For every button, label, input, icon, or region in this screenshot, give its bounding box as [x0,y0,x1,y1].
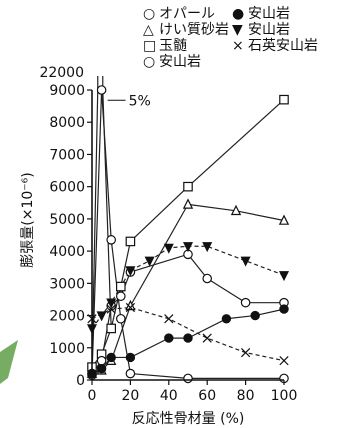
y-axis-title: 膨張量(×10⁻⁶) [19,172,36,267]
legend-label: けい質砂岩 [159,22,229,38]
legend-label: 安山岩 [248,22,290,38]
legend-label: 石英安山岩 [248,37,318,54]
data-point [163,243,174,254]
legend-item: ○ オパール [143,6,215,22]
y-tick-label: 3000 [49,276,85,292]
data-point [221,314,232,324]
data-point [250,310,260,321]
y-tick-label: 6000 [49,180,85,196]
data-point [164,314,174,324]
data-point [240,256,251,267]
grid-area [91,76,285,379]
legend-item: □ 玉髄 [143,38,187,54]
y-tick-label: 1000 [49,341,85,357]
data-point-stroke [240,347,251,358]
data-point [106,304,116,314]
data-point [116,291,126,302]
peak-annotation: 5% [129,93,151,109]
legend-item: ▼ 安山岩 [232,22,290,38]
legend-symbol: × [232,38,244,54]
legend-symbol: ▼ [232,22,243,38]
data-point [125,352,136,363]
data-point [182,198,194,209]
data-point [106,298,117,309]
legend-item: △ けい質砂岩 [143,22,229,38]
legend-symbol: ○ [143,6,155,22]
data-point [240,297,251,308]
axis-break-label: 22000 [39,65,84,81]
x-tick-label: 20 [121,388,139,404]
data-point [182,242,194,253]
legend-label: 安山岩 [248,6,290,22]
y-tick-label: 4000 [49,244,85,260]
decorative-green-arrow [0,340,18,384]
legend-label: 安山岩 [159,54,201,70]
data-point [116,313,126,324]
y-tick-label: 5000 [49,212,85,228]
legend: ○ オパール ● 安山岩△ けい質砂岩 ▼ 安山岩□ 玉髄 × 石英安山岩○ 安山岩 [143,6,318,70]
data-point-stroke [106,304,116,314]
x-axis-title: 反応性骨材量 (%) [132,411,245,427]
data-point [164,333,174,343]
legend-label: オパール [159,6,215,22]
legend-item: ○ 安山岩 [143,54,201,70]
data-point-stroke [164,314,174,324]
data-point [278,214,290,225]
data-point [115,281,126,292]
data-point [106,323,116,334]
data-point [96,364,107,374]
data-point [183,373,193,384]
data-point [279,356,289,366]
legend-symbol: △ [143,22,154,38]
data-point [96,355,107,366]
data-point-stroke [202,333,212,343]
x-tick-label: 100 [271,388,298,404]
y-tick-label: 2000 [49,309,85,325]
y-tick-label: 0 [76,373,85,389]
data-point [183,181,193,192]
data-point-stroke [279,356,289,366]
axes: 0 1000 2000 3000 4000 5000 6000 7000 8000 9000 0 20… [19,65,297,427]
data-point [125,266,136,277]
data-point [202,333,212,343]
data-point [125,236,136,247]
data-point [144,256,155,267]
x-tick-label: 40 [160,388,178,404]
data-point [279,94,289,105]
data-point [230,204,242,216]
y-tick-label: 8000 [49,115,85,131]
x-tick-label: 60 [198,388,216,404]
series-line [91,99,285,368]
data-point [202,273,212,284]
data-point [183,333,193,343]
data-point [106,235,116,245]
legend-label: 玉髄 [159,38,187,54]
y-tick-label: 7000 [49,147,85,163]
data-point [278,271,290,282]
data-point [96,311,107,322]
data-point [125,368,136,379]
legend-item: × 石英安山岩 [232,37,318,54]
data-point [96,85,107,95]
x-tick-label: 80 [237,388,255,404]
data-point [279,304,289,314]
legend-symbol: ● [232,6,244,22]
data-point [125,302,136,313]
data-point [240,347,251,358]
legend-item: ● 安山岩 [232,6,290,22]
data-point [202,242,213,253]
series-line-offscale [102,76,112,329]
x-tick-label: 0 [88,388,97,404]
series-line [91,245,285,329]
y-tick-label: 9000 [49,83,85,99]
markers [86,85,290,384]
data-point-stroke [125,302,136,313]
data-point [106,352,116,363]
legend-symbol: ○ [143,54,155,70]
legend-symbol: □ [143,38,156,54]
